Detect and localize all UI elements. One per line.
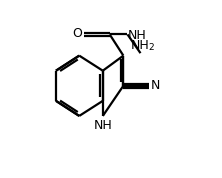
Text: NH: NH [93,119,112,132]
Text: NH: NH [131,39,150,52]
Text: O: O [72,27,82,40]
Text: N: N [151,79,160,92]
Text: 2: 2 [148,43,154,53]
Text: NH: NH [128,28,147,42]
